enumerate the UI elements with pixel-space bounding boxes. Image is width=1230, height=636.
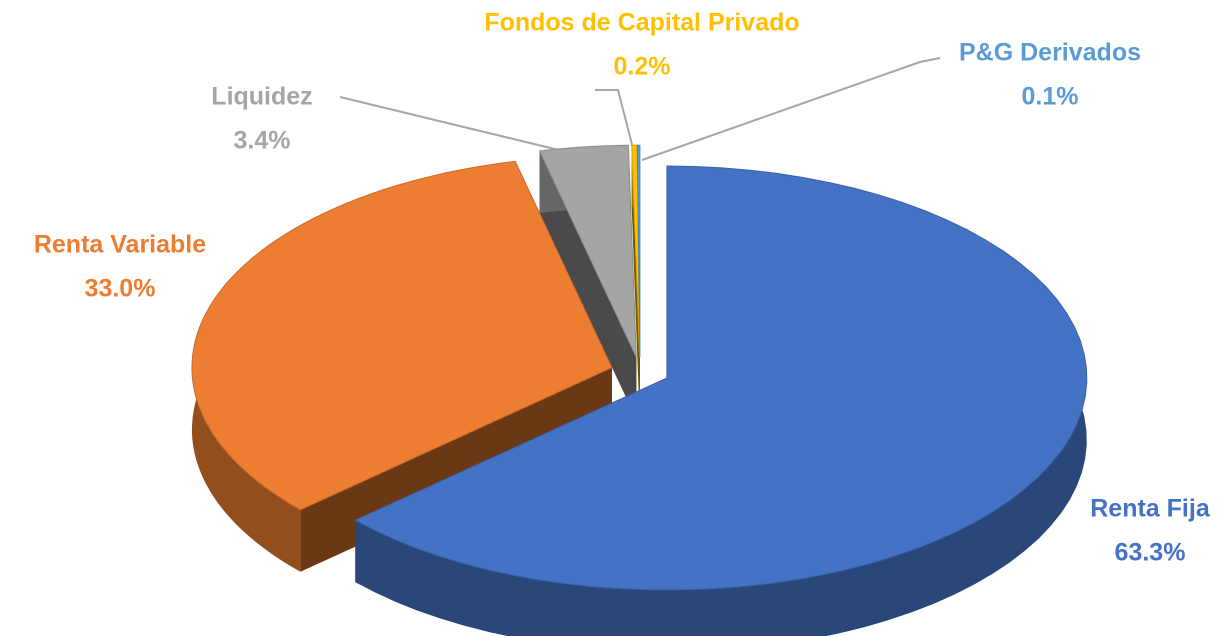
category-label: Liquidez: [211, 83, 312, 111]
slice: [636, 144, 641, 358]
leader-line: [595, 89, 637, 161]
slice: [191, 160, 613, 511]
value-label: 0.2%: [614, 53, 671, 81]
category-label: Fondos de Capital Privado: [484, 9, 799, 37]
slice: [538, 144, 637, 358]
value-label: 63.3%: [1115, 539, 1186, 567]
slice-tops: [191, 144, 1088, 591]
category-label: P&G Derivados: [959, 39, 1141, 67]
labels: Renta Fija 63.3% Renta Variable 33.0% Liquid…: [34, 9, 1211, 567]
value-label: 33.0%: [85, 275, 156, 303]
slice-wall: [631, 145, 640, 420]
value-label: 3.4%: [234, 127, 291, 155]
category-label: Renta Variable: [34, 231, 206, 259]
value-label: 0.1%: [1022, 83, 1079, 111]
slice-wall: [355, 166, 1087, 636]
slice: [354, 165, 1088, 591]
slice-wall: [539, 150, 637, 420]
category-label: Renta Fija: [1090, 495, 1211, 523]
leader-line: [641, 57, 941, 161]
